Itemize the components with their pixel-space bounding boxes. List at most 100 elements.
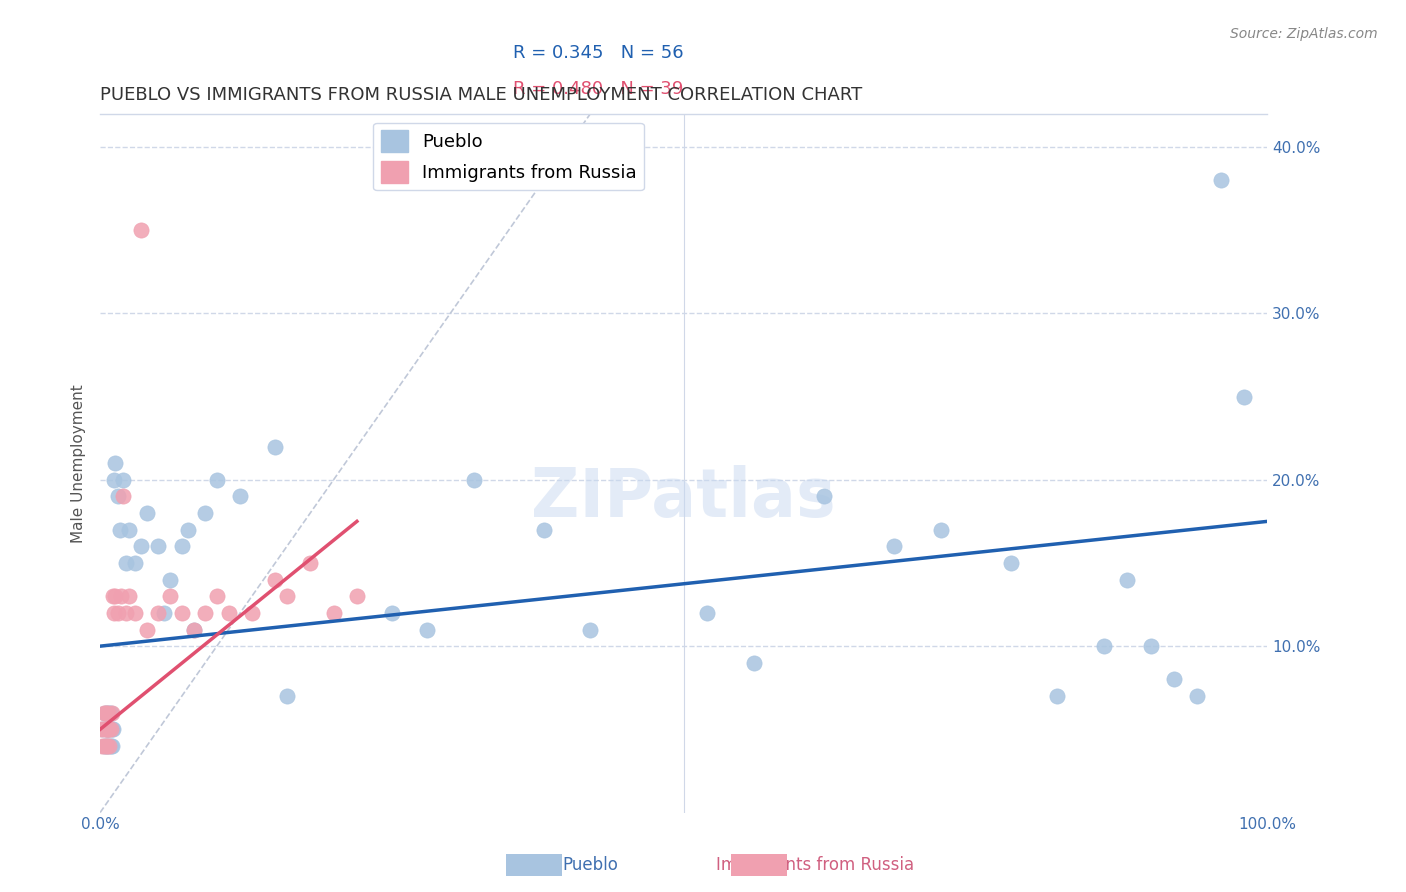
Point — [170, 539, 193, 553]
Point — [104, 589, 127, 603]
Point — [218, 606, 240, 620]
Text: R = 0.345   N = 56: R = 0.345 N = 56 — [513, 44, 683, 62]
Legend: Pueblo, Immigrants from Russia: Pueblo, Immigrants from Russia — [374, 123, 644, 190]
Point — [696, 606, 718, 620]
Point — [108, 523, 131, 537]
Point — [346, 589, 368, 603]
Point — [118, 589, 141, 603]
Point — [100, 739, 122, 753]
Point — [264, 440, 287, 454]
Point — [107, 490, 129, 504]
Point — [1209, 173, 1232, 187]
Point — [118, 523, 141, 537]
Point — [96, 706, 118, 720]
Text: Immigrants from Russia: Immigrants from Russia — [717, 856, 914, 874]
Point — [276, 589, 298, 603]
Point — [153, 606, 176, 620]
Point — [112, 473, 135, 487]
Point — [1139, 639, 1161, 653]
Point — [98, 739, 121, 753]
Point — [96, 723, 118, 737]
Point — [1163, 673, 1185, 687]
Text: PUEBLO VS IMMIGRANTS FROM RUSSIA MALE UNEMPLOYMENT CORRELATION CHART: PUEBLO VS IMMIGRANTS FROM RUSSIA MALE UN… — [100, 86, 862, 103]
Point — [205, 589, 228, 603]
Point — [240, 606, 263, 620]
Point — [276, 689, 298, 703]
Point — [98, 723, 121, 737]
Point — [229, 490, 252, 504]
Text: Source: ZipAtlas.com: Source: ZipAtlas.com — [1230, 27, 1378, 41]
Point — [96, 739, 118, 753]
Point — [1000, 556, 1022, 570]
Point — [97, 723, 120, 737]
Text: R = 0.480   N = 39: R = 0.480 N = 39 — [513, 79, 683, 97]
Point — [114, 606, 136, 620]
Point — [124, 556, 146, 570]
Point — [96, 723, 118, 737]
Point — [97, 706, 120, 720]
Point — [93, 739, 115, 753]
Point — [98, 706, 121, 720]
Point — [97, 723, 120, 737]
Point — [101, 723, 124, 737]
Point — [129, 539, 152, 553]
Point — [159, 573, 181, 587]
Point — [170, 606, 193, 620]
Point — [104, 456, 127, 470]
Point — [114, 556, 136, 570]
Point — [883, 539, 905, 553]
Point — [94, 739, 117, 753]
Point — [1116, 573, 1139, 587]
Point — [98, 723, 121, 737]
Point — [129, 223, 152, 237]
Point — [742, 656, 765, 670]
Point — [93, 723, 115, 737]
Y-axis label: Male Unemployment: Male Unemployment — [72, 384, 86, 542]
Point — [112, 490, 135, 504]
Point — [91, 739, 114, 753]
Point — [148, 606, 170, 620]
Point — [110, 589, 132, 603]
Point — [101, 706, 124, 720]
Point — [1187, 689, 1209, 703]
Point — [100, 706, 122, 720]
Point — [533, 523, 555, 537]
Point — [159, 589, 181, 603]
Point — [929, 523, 952, 537]
Point — [94, 723, 117, 737]
Point — [91, 723, 114, 737]
Point — [194, 506, 217, 520]
Point — [148, 539, 170, 553]
Point — [101, 739, 124, 753]
Point — [101, 589, 124, 603]
Point — [107, 606, 129, 620]
Point — [94, 723, 117, 737]
Point — [100, 723, 122, 737]
Point — [205, 473, 228, 487]
Point — [183, 623, 205, 637]
Point — [299, 556, 322, 570]
Point — [194, 606, 217, 620]
Point — [97, 739, 120, 753]
Point — [94, 706, 117, 720]
Point — [1046, 689, 1069, 703]
Point — [90, 723, 112, 737]
Point — [579, 623, 602, 637]
Point — [103, 473, 125, 487]
Point — [1233, 390, 1256, 404]
Point — [381, 606, 404, 620]
Point — [416, 623, 439, 637]
Text: Pueblo: Pueblo — [562, 856, 619, 874]
Point — [264, 573, 287, 587]
Point — [463, 473, 485, 487]
Point — [183, 623, 205, 637]
Point — [94, 739, 117, 753]
Point — [94, 706, 117, 720]
Point — [176, 523, 198, 537]
Point — [103, 606, 125, 620]
Text: ZIPatlas: ZIPatlas — [531, 465, 837, 531]
Point — [1092, 639, 1115, 653]
Point — [93, 706, 115, 720]
Point — [813, 490, 835, 504]
Point — [322, 606, 344, 620]
